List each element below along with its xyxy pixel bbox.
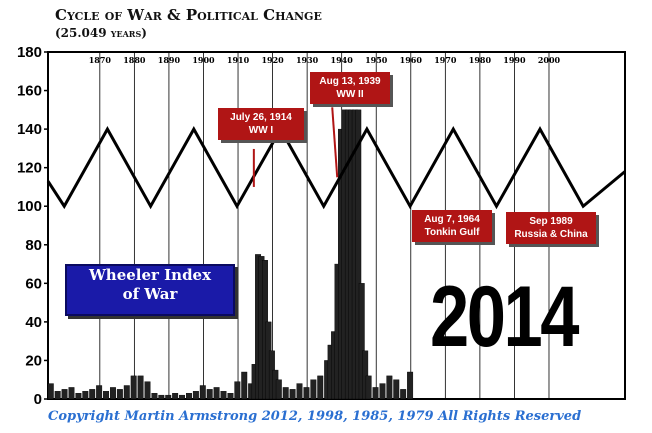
bar-1953 bbox=[386, 375, 393, 400]
bar-1947 bbox=[365, 375, 372, 400]
bar-1899 bbox=[199, 385, 206, 400]
y-tick-label-180: 180 bbox=[17, 44, 42, 61]
x-tick-label-2000: 2000 bbox=[538, 55, 561, 65]
chart-title: Cycle of War & Political Change bbox=[55, 6, 322, 24]
x-tick-label-1970: 1970 bbox=[434, 55, 457, 65]
ww2-pointer bbox=[331, 107, 339, 178]
y-tick-label-60: 60 bbox=[25, 275, 42, 292]
bar-1949 bbox=[372, 387, 379, 400]
bar-1879 bbox=[130, 375, 137, 400]
legend-line-1: Wheeler Index bbox=[88, 266, 212, 284]
bar-1865 bbox=[82, 391, 89, 400]
annotation-ww1: July 26, 1914 WW I bbox=[218, 108, 304, 140]
bar-1863 bbox=[75, 393, 82, 400]
y-tick-label-40: 40 bbox=[25, 314, 42, 331]
annotation-ww2-event: WW II bbox=[336, 89, 364, 100]
annotation-russia-china-event: Russia & China bbox=[514, 229, 588, 240]
y-tick-label-80: 80 bbox=[25, 237, 42, 254]
x-tick-label-1940: 1940 bbox=[331, 55, 354, 65]
bar-1857 bbox=[54, 391, 61, 400]
x-tick-label-1980: 1980 bbox=[469, 55, 492, 65]
x-tick-label-1960: 1960 bbox=[400, 55, 423, 65]
annotation-ww1-date: July 26, 1914 bbox=[230, 112, 292, 123]
bar-1909 bbox=[234, 381, 241, 400]
y-tick-label-100: 100 bbox=[17, 198, 42, 215]
legend-line-2: of War bbox=[122, 285, 178, 303]
bar-1885 bbox=[151, 393, 158, 400]
bar-1877 bbox=[123, 385, 130, 400]
x-tick-label-1990: 1990 bbox=[503, 55, 526, 65]
bar-1911 bbox=[241, 371, 248, 400]
bars bbox=[47, 109, 414, 400]
bar-1889 bbox=[165, 394, 172, 400]
bar-1883 bbox=[144, 381, 151, 400]
x-tick-label-1930: 1930 bbox=[296, 55, 319, 65]
y-axis: 0 20 40 60 80 100 120 140 160 180 bbox=[17, 44, 48, 408]
annotation-russia-china-date: Sep 1989 bbox=[529, 216, 573, 227]
bar-1957 bbox=[400, 389, 407, 400]
grid bbox=[99, 52, 550, 399]
bar-1861 bbox=[68, 387, 75, 400]
bar-1903 bbox=[213, 387, 220, 400]
annotation-russia-china: Sep 1989 Russia & China bbox=[506, 212, 596, 244]
annotation-ww2: Aug 13, 1939 WW II bbox=[310, 72, 390, 104]
x-tick-label-1920: 1920 bbox=[261, 55, 284, 65]
y-tick-label-160: 160 bbox=[17, 83, 42, 100]
bar-1959 bbox=[407, 371, 414, 400]
y-tick-label-0: 0 bbox=[34, 391, 42, 408]
bar-1951 bbox=[379, 383, 386, 400]
bar-1873 bbox=[109, 387, 116, 400]
bar-1945 bbox=[358, 283, 365, 400]
bar-1871 bbox=[103, 391, 110, 400]
bar-1855 bbox=[47, 383, 54, 400]
bar-1905 bbox=[220, 391, 227, 400]
bar-1887 bbox=[158, 394, 165, 400]
chart-subtitle: (25.049 years) bbox=[55, 26, 147, 40]
bar-1955 bbox=[393, 379, 400, 400]
x-tick-label-1890: 1890 bbox=[158, 55, 181, 65]
annotation-tonkin-date: Aug 7, 1964 bbox=[424, 214, 480, 225]
bar-1875 bbox=[116, 389, 123, 400]
bar-1859 bbox=[61, 389, 68, 400]
x-tick-label-1950: 1950 bbox=[365, 55, 388, 65]
y-tick-label-140: 140 bbox=[17, 121, 42, 138]
cycle-line bbox=[46, 126, 626, 210]
bar-1867 bbox=[89, 389, 96, 400]
y-tick-label-120: 120 bbox=[17, 160, 42, 177]
copyright-notice: Copyright Martin Armstrong 2012, 1998, 1… bbox=[48, 409, 582, 424]
bar-1946 bbox=[362, 350, 369, 400]
highlight-year: 2014 bbox=[430, 269, 580, 365]
annotation-tonkin: Aug 7, 1964 Tonkin Gulf bbox=[412, 210, 492, 242]
x-tick-label-1880: 1880 bbox=[123, 55, 146, 65]
bar-1921 bbox=[275, 379, 282, 400]
x-tick-label-1910: 1910 bbox=[227, 55, 250, 65]
bar-1933 bbox=[317, 375, 324, 400]
bar-1927 bbox=[296, 383, 303, 400]
annotation-ww1-event: WW I bbox=[248, 125, 274, 136]
bar-1925 bbox=[289, 389, 296, 400]
event-markers bbox=[252, 107, 339, 187]
y-tick-label-20: 20 bbox=[25, 352, 42, 369]
bar-1869 bbox=[96, 385, 103, 400]
bar-1891 bbox=[172, 393, 179, 400]
bar-1944 bbox=[355, 109, 362, 400]
x-tick-label-1870: 1870 bbox=[89, 55, 112, 65]
bar-1929 bbox=[303, 387, 310, 400]
bar-1893 bbox=[179, 394, 186, 400]
annotation-ww2-date: Aug 13, 1939 bbox=[319, 76, 381, 87]
bar-1907 bbox=[227, 393, 234, 400]
cycle-polyline bbox=[46, 126, 626, 210]
bar-1897 bbox=[192, 391, 199, 400]
bar-1901 bbox=[206, 389, 213, 400]
x-axis: 1870 1880 1890 1900 1910 1920 1930 1940 1950 1960… bbox=[89, 55, 561, 65]
bar-1931 bbox=[310, 379, 317, 400]
legend-box: Wheeler Index of War bbox=[65, 264, 235, 316]
bar-1923 bbox=[282, 387, 289, 400]
annotation-tonkin-event: Tonkin Gulf bbox=[424, 227, 480, 238]
x-tick-label-1900: 1900 bbox=[192, 55, 215, 65]
bar-1881 bbox=[137, 375, 144, 400]
bar-1895 bbox=[186, 393, 192, 400]
